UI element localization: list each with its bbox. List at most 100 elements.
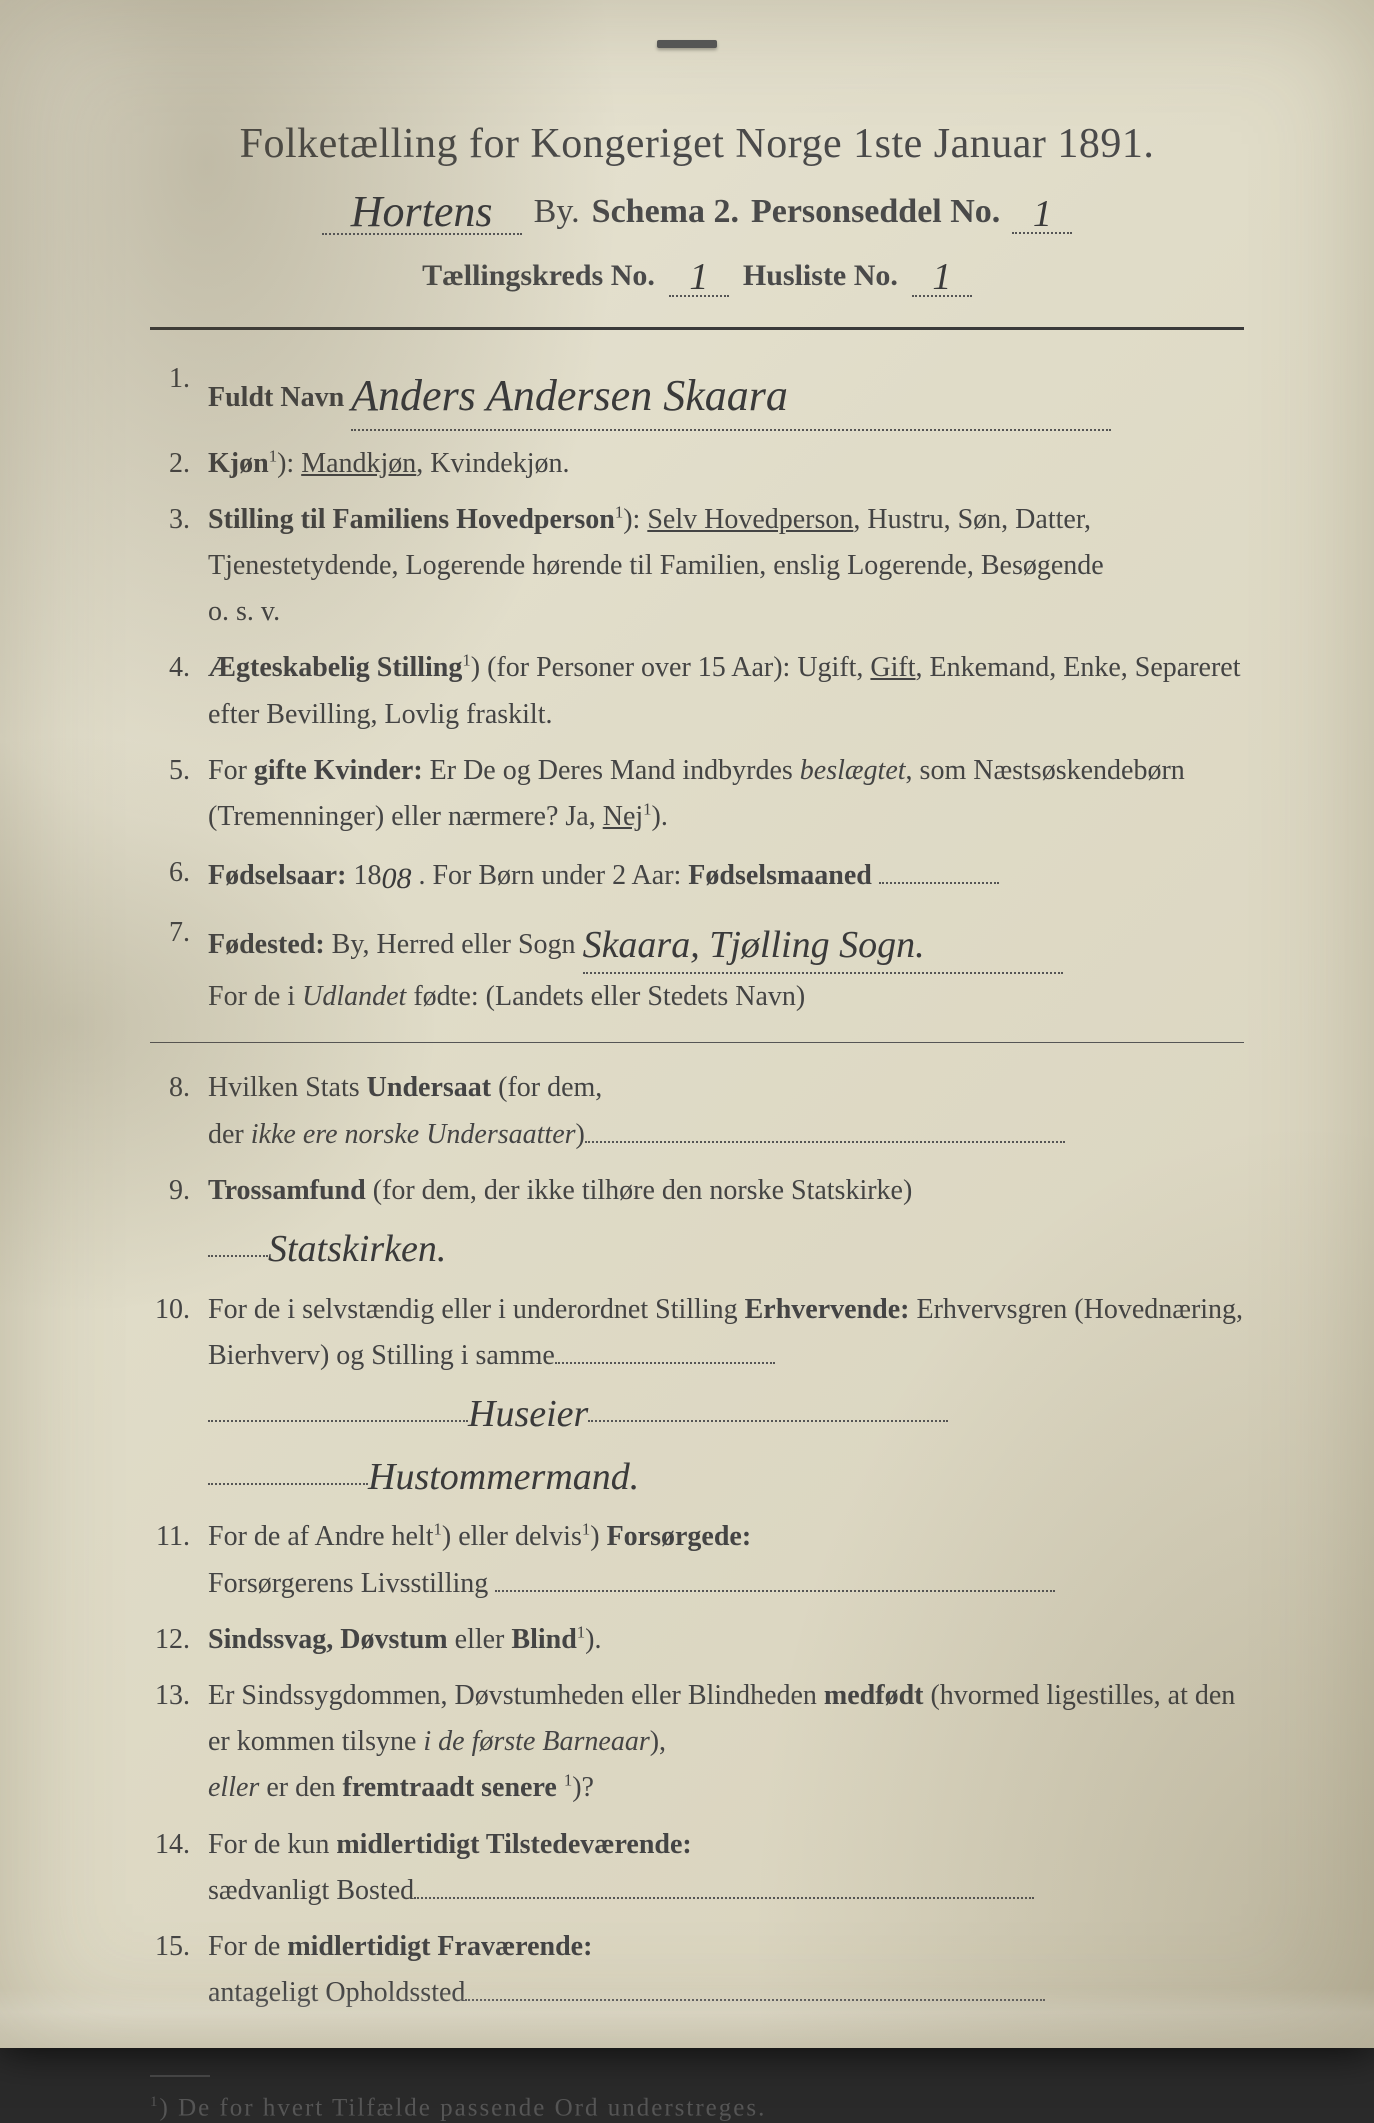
line2: Forsørgerens Livsstilling bbox=[208, 1568, 488, 1599]
text: . For Børn under 2 Aar: bbox=[411, 860, 688, 891]
item-label: midlertidigt Tilstedeværende: bbox=[336, 1829, 691, 1860]
tail1: ), bbox=[650, 1726, 666, 1757]
item-2: 2. Kjøn1): Mandkjøn, Kvindekjøn. bbox=[150, 441, 1244, 487]
text: (for dem, der ikke tilhøre den norske St… bbox=[366, 1175, 913, 1206]
text: ): bbox=[623, 504, 647, 535]
section-rule-1 bbox=[150, 1042, 1244, 1043]
husliste-field: 1 bbox=[912, 251, 972, 297]
item-body: Ægteskabelig Stilling1) (for Personer ov… bbox=[208, 645, 1244, 737]
footnote-rule bbox=[150, 2075, 210, 2077]
item-body: Stilling til Familiens Hovedperson1): Se… bbox=[208, 497, 1244, 636]
item-label: gifte Kvinder: bbox=[254, 755, 423, 786]
pad3 bbox=[588, 1420, 948, 1422]
husliste-no: 1 bbox=[932, 256, 951, 298]
item-label: Sindssvag, Døvstum bbox=[208, 1624, 448, 1655]
item-number: 3. bbox=[150, 497, 208, 636]
item-label: medfødt bbox=[824, 1680, 924, 1711]
birthplace-field: Skaara, Tjølling Sogn. bbox=[583, 910, 1063, 975]
item-number: 2. bbox=[150, 441, 208, 487]
line2-italic: Udlandet bbox=[302, 981, 406, 1012]
tail2: ). bbox=[652, 801, 668, 832]
month-field bbox=[879, 882, 999, 884]
item-4: 4. Ægteskabelig Stilling1) (for Personer… bbox=[150, 645, 1244, 737]
mid: ) eller delvis bbox=[442, 1521, 582, 1552]
label2: Fødselsmaaned bbox=[688, 860, 872, 891]
item-number: 12. bbox=[150, 1617, 208, 1663]
item-body: Er Sindssygdommen, Døvstumheden eller Bl… bbox=[208, 1673, 1244, 1812]
sup: 1 bbox=[577, 1623, 585, 1642]
text: ) (for Personer over 15 Aar): Ugift, bbox=[471, 652, 871, 683]
sup: 1 bbox=[643, 800, 651, 819]
item-label: Erhvervende: bbox=[745, 1294, 910, 1325]
item-number: 9. bbox=[150, 1168, 208, 1277]
item-number: 11. bbox=[150, 1514, 208, 1606]
city-value: Hortens bbox=[351, 187, 493, 236]
text-after: ) bbox=[590, 1521, 606, 1552]
kreds-field: 1 bbox=[669, 251, 729, 297]
item-label: Fuldt Navn bbox=[208, 382, 344, 413]
pad bbox=[555, 1362, 775, 1364]
item-10: 10. For de i selvstændig eller i underor… bbox=[150, 1287, 1244, 1505]
option-selected: Mandkjøn bbox=[301, 448, 416, 479]
item-label: Stilling til Familiens Hovedperson bbox=[208, 504, 615, 535]
item-1: 1. Fuldt Navn Anders Andersen Skaara bbox=[150, 356, 1244, 431]
schema-label: Schema 2. bbox=[592, 193, 739, 231]
item-3: 3. Stilling til Familiens Hovedperson1):… bbox=[150, 497, 1244, 636]
line3-tail: )? bbox=[572, 1772, 594, 1803]
item-body: Hvilken Stats Undersaat (for dem, der ik… bbox=[208, 1065, 1244, 1157]
item-number: 6. bbox=[150, 850, 208, 900]
line2: sædvanligt Bosted bbox=[208, 1875, 414, 1906]
prefix: For bbox=[208, 755, 254, 786]
item-body: For de i selvstændig eller i underordnet… bbox=[208, 1287, 1244, 1505]
line3-sup: 1 bbox=[564, 1771, 572, 1790]
staple-mark bbox=[657, 40, 717, 48]
year-hand: 08 bbox=[381, 862, 411, 895]
item-line3: o. s. v. bbox=[208, 589, 1244, 635]
footnote: 1) De for hvert Tilfælde passende Ord un… bbox=[150, 2066, 1244, 2122]
item-13: 13. Er Sindssygdommen, Døvstumheden elle… bbox=[150, 1673, 1244, 1812]
sup: 1 bbox=[615, 502, 623, 521]
mid: eller bbox=[448, 1624, 512, 1655]
item-14: 14. For de kun midlertidigt Tilstedevære… bbox=[150, 1822, 1244, 1914]
text: Hvilken Stats bbox=[208, 1072, 367, 1103]
text: By, Herred eller Sogn bbox=[325, 929, 576, 960]
line2-prefix: der bbox=[208, 1119, 251, 1150]
text: ): bbox=[277, 448, 301, 479]
item-body: Fødselsaar: 1808 . For Børn under 2 Aar:… bbox=[208, 850, 1244, 900]
item-number: 5. bbox=[150, 748, 208, 840]
line2-prefix: For de i bbox=[208, 981, 302, 1012]
item-body: Fuldt Navn Anders Andersen Skaara bbox=[208, 356, 1244, 431]
item-12: 12. Sindssvag, Døvstum eller Blind1). bbox=[150, 1617, 1244, 1663]
birthplace-value: Skaara, Tjølling Sogn. bbox=[583, 924, 925, 966]
by-label: By. bbox=[534, 193, 580, 231]
item-label: Kjøn bbox=[208, 448, 269, 479]
sup2: 1 bbox=[582, 1520, 590, 1539]
personseddel-no: 1 bbox=[1033, 193, 1052, 235]
item-label: Undersaat bbox=[367, 1072, 491, 1103]
sup: 1 bbox=[269, 446, 277, 465]
provider-field bbox=[495, 1590, 1055, 1592]
item-label: Fødselsaar: bbox=[208, 860, 346, 891]
pad bbox=[208, 1255, 268, 1257]
line2-tail: ) bbox=[576, 1119, 585, 1150]
text: For de af Andre helt bbox=[208, 1521, 434, 1552]
line3-bold: fremtraadt senere bbox=[343, 1772, 557, 1803]
header-line-3: Tællingskreds No. 1 Husliste No. 1 bbox=[150, 251, 1244, 297]
item-11: 11. For de af Andre helt1) eller delvis1… bbox=[150, 1514, 1244, 1606]
footnote-marker-num: 1 bbox=[150, 2094, 160, 2110]
line3-italic: eller bbox=[208, 1772, 259, 1803]
occupation-1: Huseier bbox=[468, 1393, 588, 1435]
item-number: 14. bbox=[150, 1822, 208, 1914]
italic1: i de første Barneaar bbox=[423, 1726, 649, 1757]
sup1: 1 bbox=[434, 1520, 442, 1539]
nationality-field bbox=[585, 1141, 1065, 1143]
item-label: Ægteskabelig Stilling bbox=[208, 652, 462, 683]
option-selected: Nej bbox=[603, 801, 643, 832]
line3-mid: er den bbox=[259, 1772, 342, 1803]
text: For de i selvstændig eller i underordnet… bbox=[208, 1294, 745, 1325]
item-body: Sindssvag, Døvstum eller Blind1). bbox=[208, 1617, 1244, 1663]
year-print: 18 bbox=[353, 860, 381, 891]
item-number: 7. bbox=[150, 910, 208, 1021]
pad2 bbox=[208, 1420, 468, 1422]
text: Er Sindssygdommen, Døvstumheden eller Bl… bbox=[208, 1680, 824, 1711]
